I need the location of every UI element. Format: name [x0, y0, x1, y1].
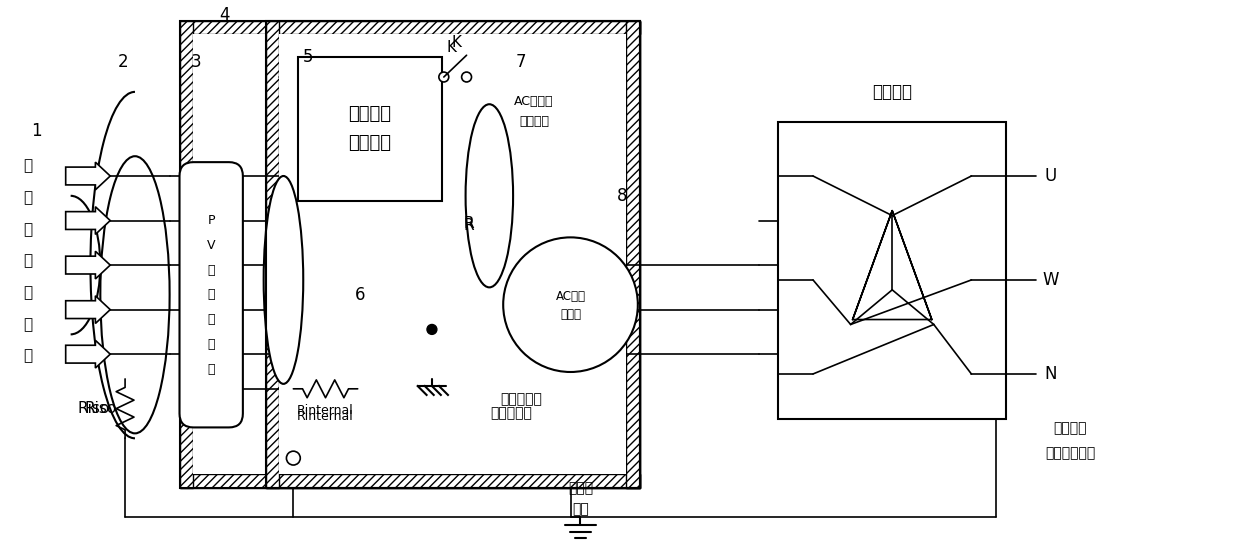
- Text: U: U: [1044, 167, 1056, 185]
- Text: 绝缘阻抗: 绝缘阻抗: [348, 104, 391, 123]
- Polygon shape: [66, 251, 110, 279]
- Bar: [265, 474, 640, 488]
- Text: R: R: [464, 218, 474, 233]
- Circle shape: [461, 72, 471, 82]
- Bar: [193, 34, 626, 474]
- Ellipse shape: [465, 104, 513, 287]
- Text: 3: 3: [191, 53, 202, 71]
- Text: 功能模块: 功能模块: [348, 135, 391, 152]
- Text: Rinternal: Rinternal: [296, 410, 353, 423]
- Text: Riso: Riso: [84, 401, 117, 416]
- Text: 子: 子: [207, 363, 215, 376]
- Text: 接: 接: [207, 288, 215, 301]
- Bar: [180, 21, 640, 34]
- Bar: [299, 57, 441, 201]
- Text: K: K: [446, 40, 456, 55]
- Text: 电网系统: 电网系统: [872, 83, 913, 101]
- Text: 中性点接地线: 中性点接地线: [1045, 446, 1095, 460]
- Text: 2: 2: [118, 53, 129, 71]
- Text: 线: 线: [207, 313, 215, 326]
- Circle shape: [427, 324, 436, 334]
- Text: 入: 入: [24, 317, 32, 332]
- Bar: [265, 21, 279, 488]
- Text: V: V: [207, 239, 216, 252]
- Polygon shape: [66, 296, 110, 323]
- Text: 4: 4: [218, 5, 229, 24]
- FancyBboxPatch shape: [180, 162, 243, 427]
- Text: 6: 6: [355, 286, 365, 304]
- Polygon shape: [66, 162, 110, 190]
- Polygon shape: [66, 207, 110, 235]
- Text: 接线端子: 接线端子: [518, 115, 549, 128]
- Text: 大地等: 大地等: [568, 481, 593, 495]
- Circle shape: [286, 451, 300, 465]
- Text: Rinternal: Rinternal: [296, 404, 353, 417]
- Text: Riso: Riso: [77, 401, 109, 416]
- Text: W: W: [1043, 271, 1059, 289]
- Bar: [180, 21, 193, 488]
- Text: 伏: 伏: [24, 190, 32, 205]
- Text: 阵: 阵: [24, 222, 32, 237]
- Text: 输: 输: [24, 286, 32, 300]
- Bar: [180, 474, 640, 488]
- Text: 机壳等电位: 机壳等电位: [500, 392, 542, 406]
- Ellipse shape: [100, 156, 170, 433]
- Text: AC侧内部: AC侧内部: [515, 95, 553, 108]
- Text: 电位: 电位: [572, 503, 589, 516]
- Text: 5: 5: [303, 48, 314, 66]
- Text: 列: 列: [24, 254, 32, 269]
- Bar: [265, 21, 640, 488]
- Bar: [779, 121, 1006, 418]
- Bar: [626, 21, 640, 488]
- Text: 端: 端: [207, 338, 215, 351]
- Text: 光: 光: [24, 159, 32, 173]
- Text: 7: 7: [516, 53, 526, 71]
- Bar: [180, 21, 640, 488]
- Text: 线端子: 线端子: [560, 308, 582, 321]
- Text: P: P: [207, 214, 215, 227]
- Circle shape: [439, 72, 449, 82]
- Text: K: K: [451, 35, 461, 50]
- Text: N: N: [1044, 365, 1056, 383]
- Text: 电网远端: 电网远端: [1054, 421, 1087, 435]
- Bar: [265, 21, 640, 34]
- Text: 机壳等电位: 机壳等电位: [490, 406, 532, 421]
- Text: 8: 8: [616, 187, 627, 205]
- Text: 端: 端: [24, 348, 32, 364]
- Text: R: R: [464, 216, 474, 231]
- Text: 1: 1: [31, 123, 41, 141]
- Polygon shape: [66, 340, 110, 368]
- Circle shape: [503, 237, 637, 372]
- Bar: [626, 21, 640, 488]
- Ellipse shape: [264, 176, 304, 384]
- Bar: [279, 34, 626, 474]
- Text: AC侧接: AC侧接: [556, 290, 585, 303]
- Text: 侧: 侧: [207, 264, 215, 277]
